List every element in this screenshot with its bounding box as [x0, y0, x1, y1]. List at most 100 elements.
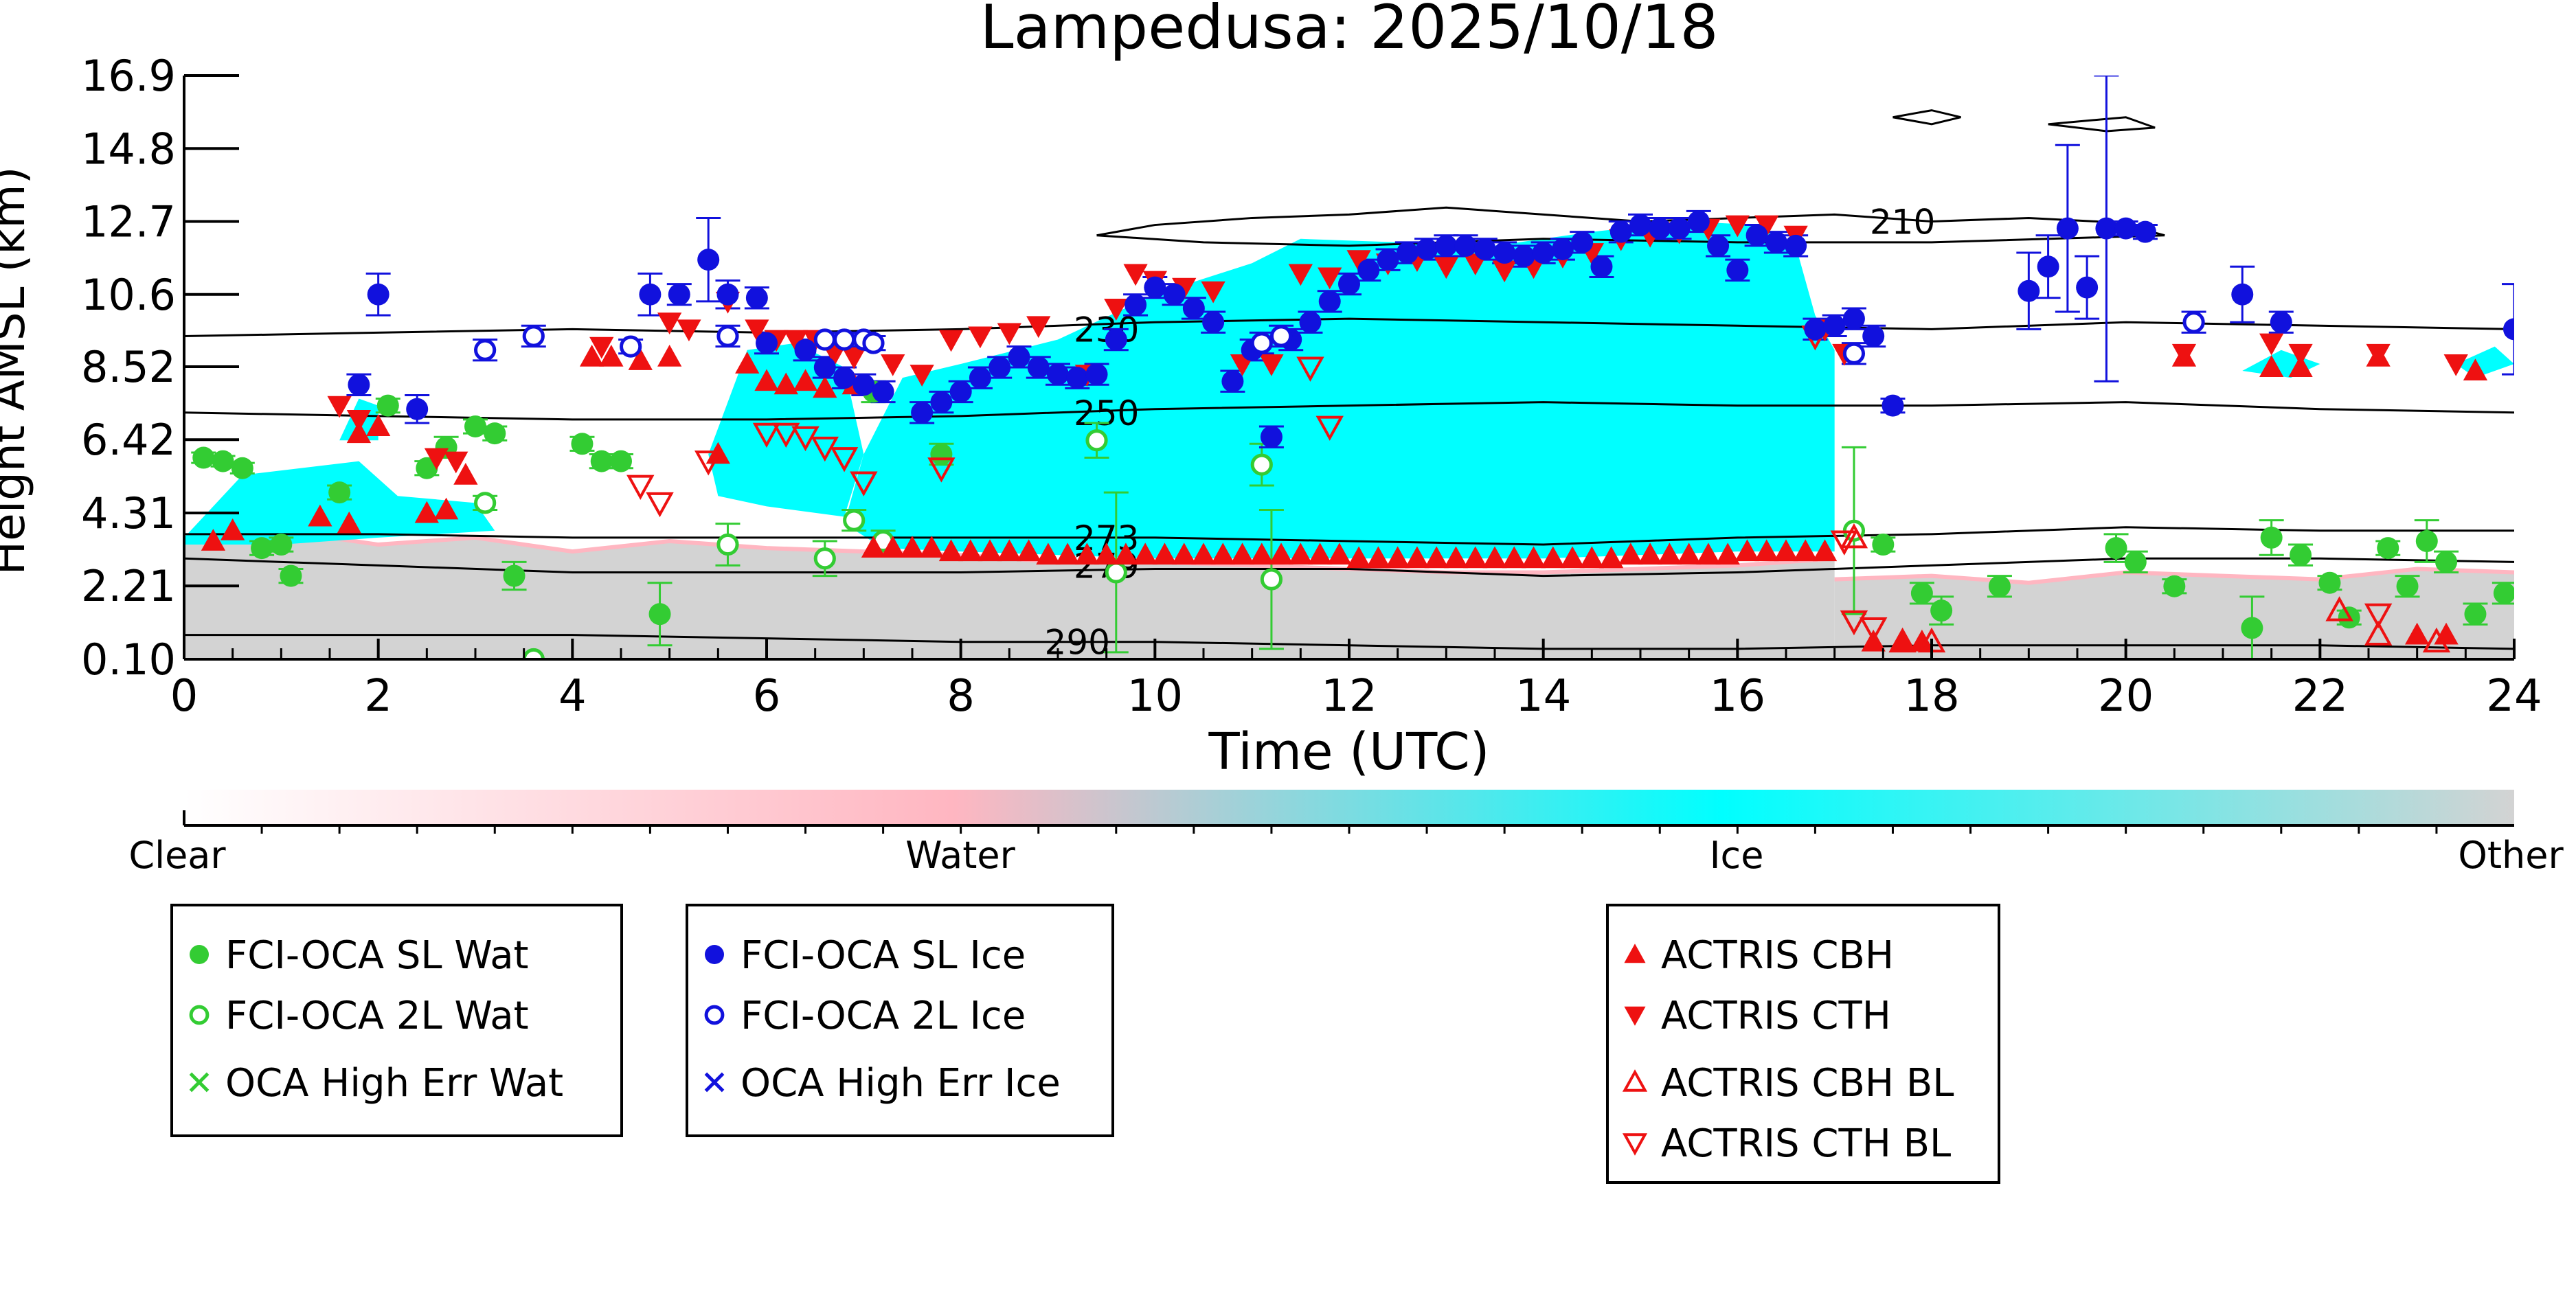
actris-cbh-point [1055, 542, 1080, 565]
fci-oca-sl-ice-point [2114, 217, 2137, 240]
actris-cbh-point [1114, 542, 1138, 565]
y-tick-label-0: 0.10 [81, 635, 176, 685]
actris-cth-bl-point [694, 450, 723, 476]
actris-cth-point [909, 365, 934, 387]
fci-oca-2l-ice-point [862, 332, 885, 354]
fci-oca-sl-ice-point [756, 332, 778, 354]
x-tick-label-4: 8 [947, 671, 975, 722]
fci-oca-sl-wat-point [2241, 617, 2263, 639]
legend-marker-2-0 [1624, 944, 1646, 963]
fci-oca-sl-ice-point [852, 374, 875, 396]
legend-label-1-2: OCA High Err Ice [741, 1061, 1061, 1106]
fci-oca-2l-wat-point [813, 547, 836, 570]
actris-cth-point [1318, 267, 1342, 290]
fci-oca-sl-ice-point [1687, 210, 1710, 233]
fci-oca-sl-wat-point [280, 564, 302, 587]
actris-cbh-bl-point [2364, 620, 2393, 646]
actris-cth-bl-point [772, 422, 800, 448]
fci-oca-2l-wat-point [1105, 561, 1127, 584]
actris-cbh-point [599, 344, 624, 367]
legend-marker-2-3 [1622, 1133, 1648, 1156]
actris-cbh-point [433, 497, 459, 520]
contour-line-1 [1096, 234, 2165, 247]
actris-cbh-point [366, 414, 391, 436]
fci-oca-sl-ice-point [2095, 217, 2118, 240]
fci-oca-sl-wat-point [328, 481, 351, 504]
actris-cbh-point [1793, 539, 1818, 562]
fci-oca-sl-ice-point [2018, 279, 2040, 302]
actris-cbh-point [1657, 542, 1682, 565]
actris-cth-point [997, 323, 1021, 345]
fci-oca-2l-ice-point [474, 339, 497, 361]
actris-cbh-point [1250, 542, 1274, 565]
actris-cth-point [968, 326, 993, 349]
water-rim-1 [1834, 567, 2514, 585]
actris-cbh-bl-point [1888, 627, 1917, 653]
actris-cth-point [881, 354, 905, 376]
actris-cth-bl-point [752, 422, 781, 448]
fci-oca-2l-ice-point [2182, 311, 2205, 334]
actris-cbh-point [1774, 539, 1798, 562]
fci-oca-sl-ice-point [1551, 238, 1574, 260]
actris-cbh-point [997, 539, 1021, 562]
actris-cbh-point [1386, 546, 1410, 569]
colorbar-label-ice: Ice [1710, 834, 1764, 877]
fci-oca-sl-wat-point [2435, 551, 2458, 573]
data-markers [192, 210, 2514, 659]
fci-oca-sl-ice-point [1066, 367, 1089, 389]
legend-marker-2-2 [1622, 1069, 1648, 1092]
fci-oca-sl-ice-point [668, 283, 690, 306]
fci-oca-sl-ice-point [1862, 325, 1885, 347]
fci-oca-sl-ice-point [745, 286, 768, 309]
fci-oca-sl-wat-point [231, 457, 253, 479]
colorbar-label-clear: Clear [128, 834, 226, 877]
fci-oca-sl-ice-point [1318, 290, 1341, 312]
actris-cbh-point [337, 511, 361, 534]
fci-oca-sl-ice-point [1435, 234, 1458, 257]
legend-label-2-1: ACTRIS CTH [1661, 994, 1891, 1038]
actris-cth-point [2259, 333, 2284, 356]
contour-line-7 [1893, 109, 1961, 126]
actris-cbh-point [2405, 622, 2430, 645]
fci-oca-2l-wat-point [843, 509, 866, 532]
x-tick-label-1: 2 [364, 671, 392, 722]
fci-oca-2l-ice-point [813, 328, 836, 351]
actris-cbh-point [2288, 355, 2313, 377]
actris-cth-point [2443, 354, 2468, 376]
contour-line-4 [184, 526, 2514, 546]
actris-cbh-point [1812, 539, 1838, 562]
legend-label-1-1: FCI-OCA 2L Ice [741, 994, 1026, 1038]
actris-cbh-point [1754, 539, 1779, 562]
fci-oca-sl-ice-point [2270, 311, 2292, 334]
actris-cbh-point [308, 504, 332, 527]
fci-oca-sl-wat-point [571, 433, 594, 455]
fci-oca-sl-ice-point [1473, 238, 1496, 260]
y-tick-label-1: 2.21 [81, 561, 176, 611]
actris-cth-bl-point [791, 426, 820, 452]
contour-label-5: 290 [1045, 623, 1110, 663]
actris-cbh-point [1677, 542, 1702, 565]
legend-label-0-1: FCI-OCA 2L Wat [225, 994, 529, 1038]
legend-label-2-0: ACTRIS CBH [1661, 933, 1894, 978]
fci-oca-sl-wat-point [2318, 571, 2341, 594]
ice-region-0 [844, 221, 1835, 559]
fci-oca-sl-wat-point [2396, 575, 2419, 597]
fci-oca-sl-ice-point [1590, 255, 1613, 278]
legend-label-2-3: ACTRIS CTH BL [1661, 1121, 1951, 1166]
y-tick-label-7: 14.8 [81, 124, 176, 174]
fci-oca-sl-wat-point [192, 446, 215, 469]
fci-oca-sl-ice-point [1842, 308, 1865, 330]
legend-label-1-0: FCI-OCA SL Ice [741, 933, 1026, 978]
fci-oca-sl-wat-point [2124, 551, 2147, 573]
actris-cth-bl-point [1296, 356, 1324, 382]
fci-oca-sl-ice-point [2037, 255, 2059, 278]
fci-oca-2l-ice-point [716, 325, 739, 347]
fci-oca-sl-wat-point [503, 564, 526, 587]
fci-oca-sl-ice-point [1338, 273, 1360, 295]
fci-oca-sl-ice-point [1532, 242, 1555, 264]
fci-oca-sl-ice-point [1396, 242, 1419, 264]
fci-oca-sl-ice-point [1182, 297, 1205, 319]
fci-oca-sl-ice-point [969, 367, 991, 389]
actris-cth-point [1201, 281, 1225, 304]
actris-cbh-point [1598, 546, 1624, 569]
